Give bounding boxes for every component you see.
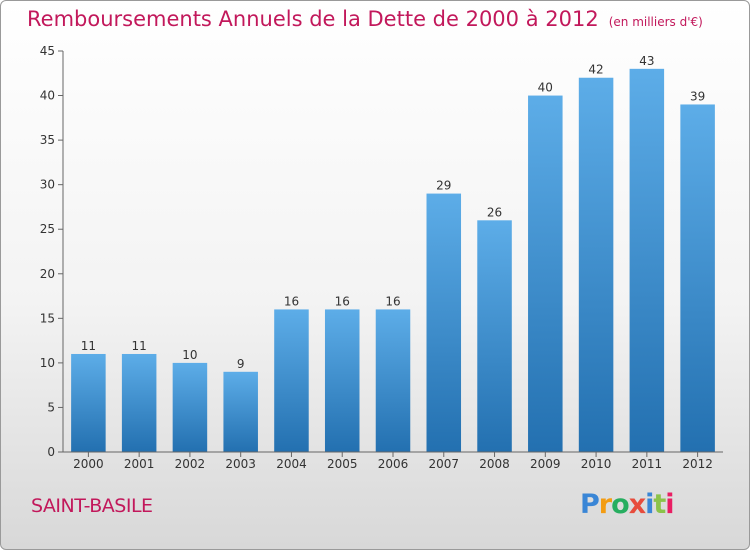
bar [121, 353, 157, 452]
bar [274, 309, 309, 452]
y-tick-label: 15 [40, 311, 55, 325]
x-tick-label: 2004 [276, 457, 307, 471]
logo-letter: i [665, 489, 674, 520]
bar-value-label: 39 [690, 89, 705, 103]
bar-value-label: 26 [487, 205, 502, 219]
y-axis: 0 5 10 15 20 25 30 35 40 45 [40, 44, 64, 459]
logo-letter: i [645, 489, 654, 520]
bar [528, 95, 563, 453]
bar-value-label: 42 [588, 63, 603, 77]
y-tick-label: 10 [40, 356, 55, 370]
y-tick-label: 30 [40, 178, 55, 192]
bar [578, 77, 614, 452]
proxiti-logo: Proxiti [580, 489, 675, 520]
x-tick-label: 2009 [530, 457, 561, 471]
y-tick-label: 20 [40, 267, 55, 281]
logo-letter: t [653, 489, 666, 520]
bar-value-label: 16 [284, 294, 299, 308]
x-tick-label: 2010 [581, 457, 612, 471]
x-tick-label: 2002 [175, 457, 206, 471]
bar-value-label: 29 [436, 179, 451, 193]
bar-value-label: 11 [81, 339, 96, 353]
bar [172, 362, 208, 452]
bar [426, 193, 462, 453]
x-tick-label: 2012 [682, 457, 713, 471]
bar [375, 309, 411, 452]
logo-letter: x [628, 489, 646, 520]
y-tick-label: 40 [40, 89, 55, 103]
bar-value-label: 16 [335, 294, 350, 308]
x-tick-label: 2011 [632, 457, 663, 471]
bar-value-label: 40 [538, 81, 553, 95]
y-tick-label: 5 [47, 400, 55, 414]
chart-title-text: Remboursements Annuels de la Dette de 20… [27, 7, 599, 31]
bar-value-label: 10 [182, 348, 197, 362]
bar [324, 309, 360, 452]
bar [223, 371, 258, 452]
bar [477, 220, 512, 452]
y-tick-label: 45 [40, 44, 55, 58]
x-tick-label: 2000 [73, 457, 104, 471]
y-tick-label: 25 [40, 222, 55, 236]
bars: 11 11 10 9 16 16 16 29 26 40 42 43 39 [71, 54, 715, 453]
x-tick-label: 2008 [479, 457, 510, 471]
bar-value-label: 16 [385, 294, 400, 308]
bar [629, 68, 665, 453]
x-tick-label: 2007 [428, 457, 459, 471]
bar-value-label: 11 [132, 339, 147, 353]
chart-unit: (en milliers d'€) [608, 15, 703, 29]
y-tick-label: 0 [47, 445, 55, 459]
x-tick-label: 2001 [124, 457, 155, 471]
logo-letter: o [611, 489, 630, 520]
bar-value-label: 43 [639, 54, 654, 68]
x-tick-label: 2003 [225, 457, 256, 471]
bar-value-label: 9 [237, 357, 245, 371]
y-tick-label: 35 [40, 133, 55, 147]
bar [680, 104, 715, 452]
x-axis: 2000 2001 2002 2003 2004 2005 2006 2007 2008 2009… [63, 451, 723, 471]
logo-letter: P [580, 489, 600, 520]
city-name: SAINT-BASILE [31, 495, 153, 517]
logo-letter: r [598, 489, 612, 520]
bar [71, 353, 106, 452]
x-tick-label: 2005 [327, 457, 358, 471]
x-tick-label: 2006 [378, 457, 409, 471]
chart-title: Remboursements Annuels de la Dette de 20… [27, 7, 703, 31]
